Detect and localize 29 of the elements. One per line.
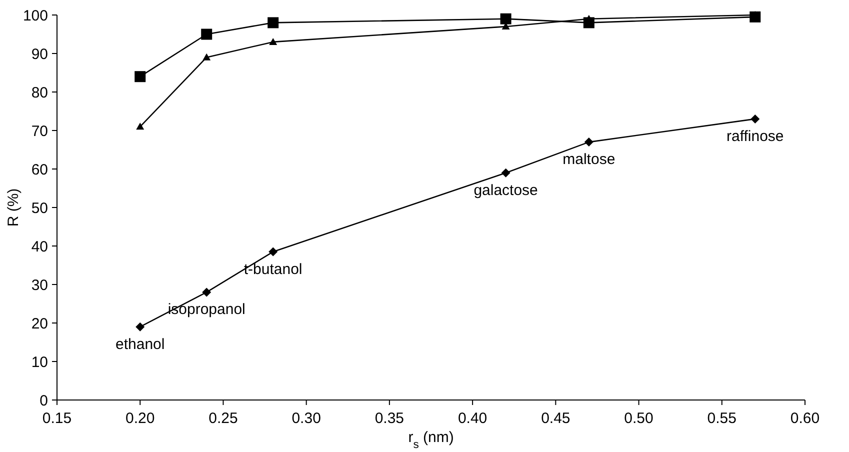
annotation: ethanol: [116, 336, 165, 353]
x-tick-label: 0.25: [208, 410, 238, 427]
y-axis-title: R (%): [5, 188, 22, 227]
annotation: galactose: [474, 182, 538, 199]
x-tick-label: 0.20: [126, 410, 155, 427]
x-tick-label: 0.40: [458, 410, 488, 427]
annotation: maltose: [562, 151, 616, 168]
y-tick-label: 60: [31, 161, 48, 178]
x-tick-label: 0.30: [292, 410, 321, 427]
annotation: t-butanol: [244, 260, 302, 278]
y-tick-label: 50: [31, 200, 48, 217]
annotation: raffinose: [726, 128, 784, 145]
y-tick-label: 40: [31, 238, 48, 256]
x-tick-label: 0.60: [790, 410, 820, 427]
x-tick-label: 0.35: [374, 410, 404, 427]
y-tick-label: 100: [22, 7, 48, 24]
y-tick-label: 80: [31, 84, 48, 102]
x-tick-label: 0.55: [707, 410, 736, 427]
y-tick-label: 90: [31, 46, 48, 63]
x-tick-label: 0.15: [42, 410, 72, 427]
annotation: isopropanol: [168, 301, 246, 318]
x-axis-title: r$_{s}$ (nm): [408, 429, 454, 451]
y-tick-label: 70: [31, 122, 48, 140]
y-tick-label: 20: [31, 315, 48, 332]
y-tick-label: 0: [40, 392, 48, 410]
x-tick-label: 0.45: [541, 410, 570, 427]
y-tick-label: 10: [31, 354, 48, 371]
y-tick-label: 30: [31, 276, 48, 294]
x-tick-label: 0.50: [624, 410, 654, 427]
